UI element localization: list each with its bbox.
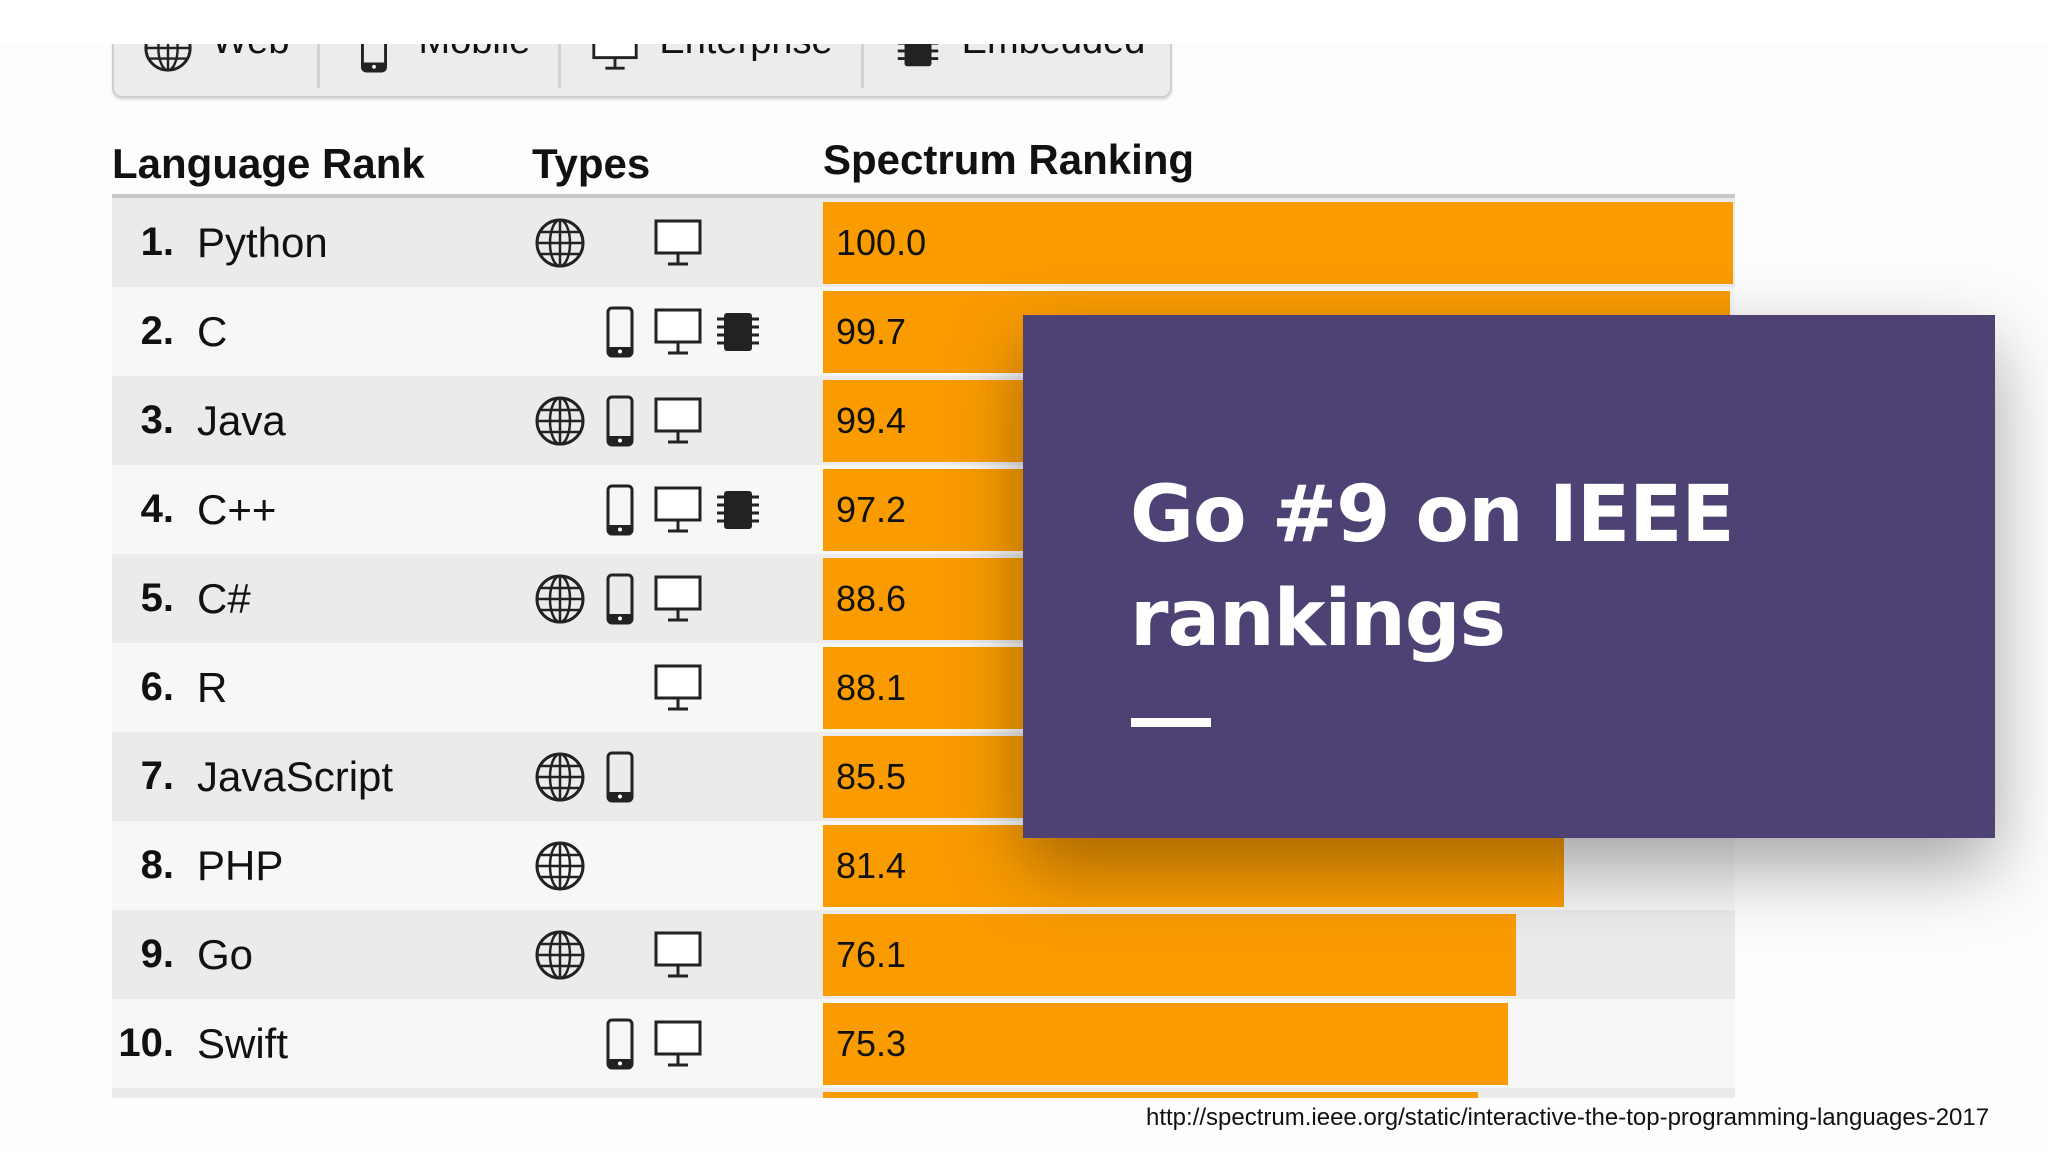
- monitor-icon: [651, 572, 705, 626]
- header-language-rank: Language Rank: [112, 140, 425, 187]
- title-line-2: rankings: [1130, 574, 1506, 664]
- rank-number: 3.: [140, 398, 174, 442]
- rank-number: 10.: [118, 1021, 174, 1065]
- rank-number: 2.: [140, 309, 174, 353]
- language-name: PHP: [197, 842, 284, 889]
- score-value: 99.4: [836, 400, 907, 441]
- score-value: 88.6: [836, 578, 907, 619]
- source-url: http://spectrum.ieee.org/static/interact…: [1146, 1104, 1990, 1131]
- monitor-icon: [651, 928, 705, 982]
- phone-icon: [593, 1017, 647, 1071]
- header-spectrum-ranking: Spectrum Ranking: [823, 136, 1195, 183]
- score-bar: [823, 202, 1733, 284]
- language-name: JavaScript: [197, 753, 394, 800]
- score-bar: [823, 1003, 1509, 1085]
- rank-number: 5.: [140, 576, 174, 620]
- title-underline: [1131, 718, 1211, 727]
- rank-number: 6.: [140, 665, 174, 709]
- monitor-icon: [651, 305, 705, 359]
- globe-icon: [533, 572, 587, 626]
- header-divider: [112, 194, 1735, 198]
- phone-icon: [593, 394, 647, 448]
- score-value: 75.3: [836, 1023, 907, 1064]
- rank-number: 4.: [140, 487, 174, 531]
- score-value: 81.4: [836, 845, 907, 886]
- score-bar: [823, 825, 1564, 907]
- phone-icon: [348, 30, 400, 81]
- header-types: Types: [532, 140, 651, 187]
- rank-number: 7.: [140, 754, 174, 798]
- score-value: 76.1: [836, 934, 907, 975]
- globe-icon: [533, 394, 587, 448]
- globe-icon: [533, 216, 587, 270]
- table-row-partial: [112, 1088, 1735, 1098]
- monitor-icon: [651, 661, 705, 715]
- phone-icon: [593, 483, 647, 537]
- language-name: Go: [197, 931, 254, 978]
- language-name: C++: [197, 486, 277, 533]
- table-row[interactable]: 10. Swift 75.3: [112, 999, 1735, 1088]
- language-name: Swift: [197, 1020, 289, 1067]
- phone-icon: [593, 572, 647, 626]
- monitor-icon: [651, 216, 705, 270]
- table-row[interactable]: 9. Go 76.1: [112, 910, 1735, 999]
- score-bar: [823, 1092, 1479, 1098]
- score-value: 97.2: [836, 489, 907, 530]
- rank-number: 9.: [140, 932, 174, 976]
- language-name: Python: [197, 219, 328, 266]
- chip-icon: [711, 483, 765, 537]
- globe-icon: [533, 839, 587, 893]
- globe-icon: [533, 928, 587, 982]
- top-crop: [0, 0, 2048, 44]
- phone-icon: [593, 750, 647, 804]
- score-bar: [823, 914, 1516, 996]
- monitor-icon: [651, 394, 705, 448]
- score-value: 88.1: [836, 667, 907, 708]
- language-name: C: [197, 308, 228, 355]
- rank-number: 8.: [140, 843, 174, 887]
- monitor-icon: [651, 1017, 705, 1071]
- score-value: 99.7: [836, 311, 907, 352]
- table-row[interactable]: 1. Python 100.0: [112, 198, 1735, 287]
- monitor-icon: [651, 483, 705, 537]
- language-name: R: [197, 664, 228, 711]
- score-value: 85.5: [836, 756, 907, 797]
- phone-icon: [593, 305, 647, 359]
- language-name: C#: [197, 575, 251, 622]
- score-value: 100.0: [836, 222, 927, 263]
- title-card-heading: Go #9 on IEEE rankings: [1130, 463, 1735, 671]
- rank-number: 1.: [140, 220, 174, 264]
- title-line-1: Go #9 on IEEE: [1130, 470, 1735, 560]
- language-name: Java: [197, 397, 286, 444]
- globe-icon: [533, 750, 587, 804]
- chip-icon: [711, 305, 765, 359]
- title-card: Go #9 on IEEE rankings: [1023, 315, 1995, 838]
